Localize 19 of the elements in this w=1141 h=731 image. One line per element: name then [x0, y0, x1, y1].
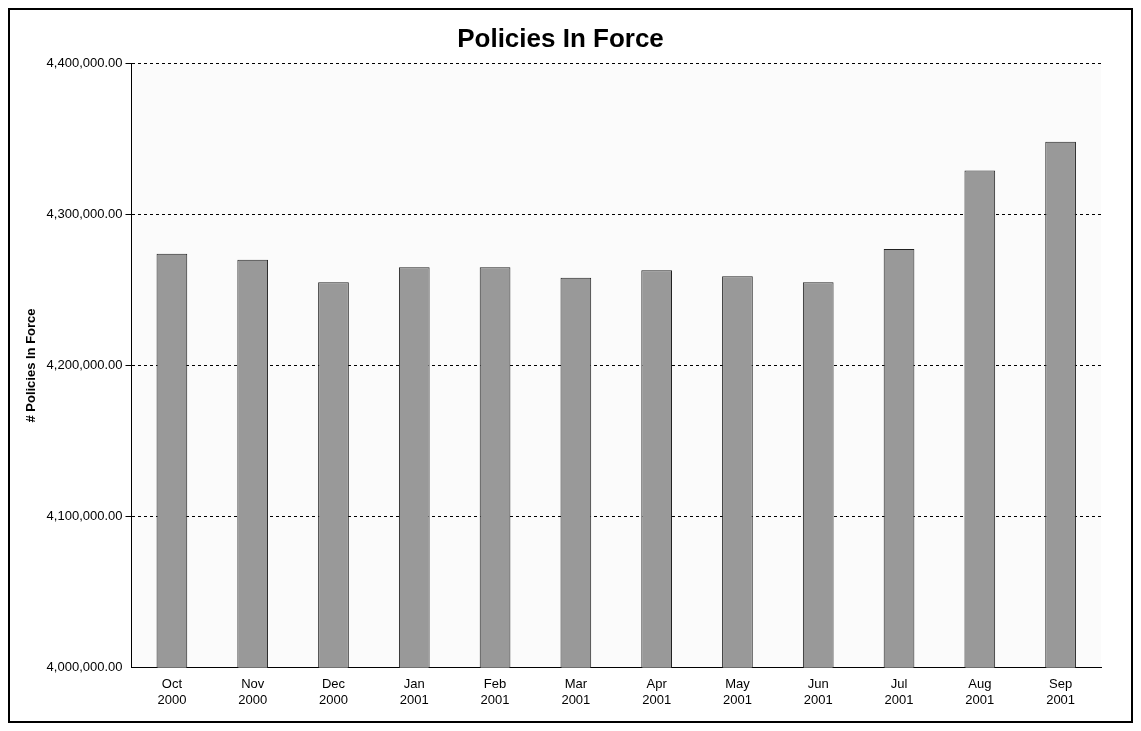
- x-tick-label: May 2001: [722, 676, 752, 707]
- x-tick-label: Sep 2001: [1046, 676, 1076, 707]
- x-tick-label: Oct 2000: [157, 676, 187, 707]
- x-tick-label: Nov 2000: [238, 676, 268, 707]
- y-tick-label: 4,200,000.00: [46, 357, 123, 373]
- x-tick-label: Jun 2001: [803, 676, 833, 707]
- x-tick-label: Mar 2001: [561, 676, 591, 707]
- y-tick-label: 4,400,000.00: [46, 54, 123, 70]
- y-tick-label: 4,000,000.00: [46, 659, 123, 675]
- x-tick-label: Dec 2000: [319, 676, 348, 707]
- y-axis-title: # Policies In Force: [23, 308, 39, 423]
- y-tick-label: 4,300,000.00: [46, 205, 123, 221]
- chart-title: Policies In Force: [457, 22, 664, 53]
- x-tick-label: Jul 2001: [884, 676, 914, 707]
- x-tick-label: Apr 2001: [642, 676, 672, 707]
- x-tick-label: Feb 2001: [480, 676, 510, 707]
- x-tick-label: Aug 2001: [965, 676, 995, 707]
- y-tick-label: 4,100,000.00: [46, 508, 123, 524]
- x-tick-label: Jan 2001: [399, 676, 429, 707]
